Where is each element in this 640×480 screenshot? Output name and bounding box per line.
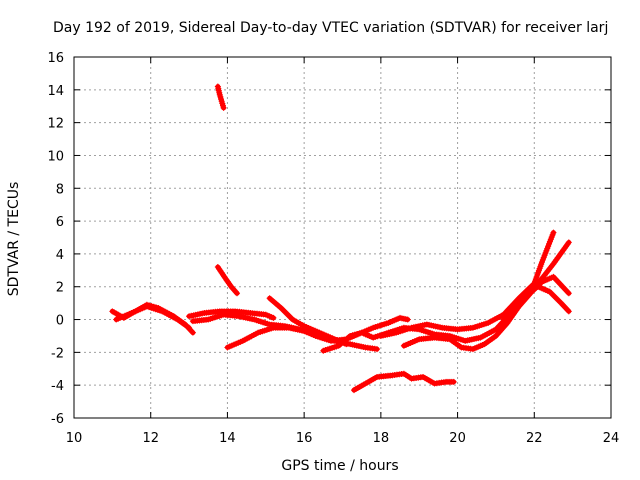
y-tick-label: 16 (47, 51, 64, 66)
data-point (404, 316, 411, 323)
y-tick-label: 12 (47, 117, 64, 132)
plot-frame (73, 56, 612, 419)
y-axis-label: SDTVAR / TECUs (6, 182, 22, 297)
series-track-13 (351, 370, 457, 394)
data-point (565, 239, 572, 246)
x-tick-label: 10 (66, 431, 83, 446)
y-tick-label: -2 (51, 346, 64, 361)
x-axis-label: GPS time / hours (281, 458, 398, 474)
data-point (234, 290, 241, 297)
series-track-11 (377, 229, 557, 339)
x-tick-label: 20 (449, 431, 466, 446)
data-point (565, 290, 572, 297)
y-tick-label: 4 (56, 248, 64, 263)
y-tick-label: 10 (47, 149, 64, 164)
data-point (220, 104, 227, 111)
x-tick-label: 12 (142, 431, 159, 446)
grid (74, 57, 611, 418)
series-track-8 (214, 83, 227, 111)
x-tick-label: 16 (296, 431, 313, 446)
data-point (189, 329, 196, 336)
series-track-3 (186, 308, 277, 321)
y-tick-label: 6 (56, 215, 64, 230)
series-track-6 (266, 295, 350, 348)
data-point (565, 308, 572, 315)
y-tick-label: 0 (56, 314, 64, 329)
series-track-7 (214, 264, 241, 297)
y-tick-label: 2 (56, 281, 64, 296)
y-tick-label: 14 (47, 84, 64, 99)
data-point (374, 346, 381, 353)
series-track-12 (500, 283, 572, 323)
chart-title: Day 192 of 2019, Sidereal Day-to-day VTE… (53, 20, 608, 36)
x-tick-label: 18 (373, 431, 390, 446)
y-tick-label: -4 (51, 379, 64, 394)
x-tick-label: 24 (603, 431, 620, 446)
x-tick-label: 22 (526, 431, 543, 446)
x-tick-label: 14 (219, 431, 236, 446)
series-track-2 (113, 303, 193, 331)
data-point (186, 324, 193, 331)
y-tick-label: -6 (51, 412, 64, 427)
y-tick-label: 8 (56, 182, 64, 197)
data-point (270, 314, 277, 321)
data-point (450, 378, 457, 385)
data-series (109, 83, 572, 394)
data-point (550, 229, 557, 236)
